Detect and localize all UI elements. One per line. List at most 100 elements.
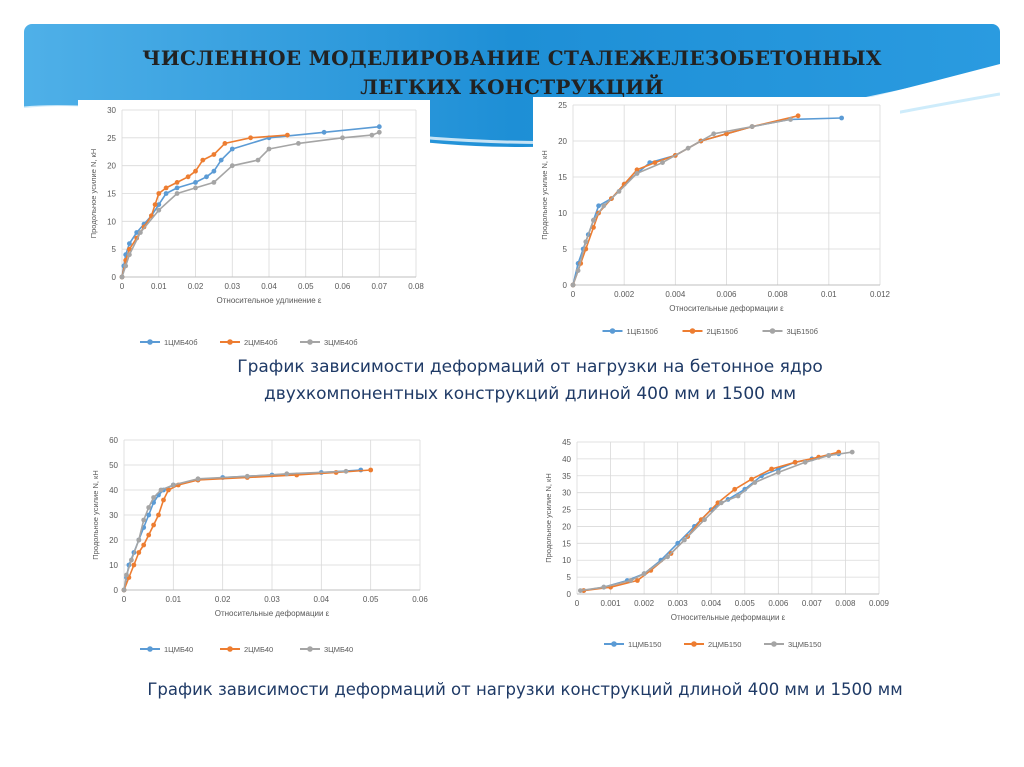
data-point <box>583 239 589 245</box>
y-tick-label: 25 <box>107 134 116 143</box>
data-point <box>749 124 755 129</box>
y-tick-label: 0 <box>563 281 568 290</box>
data-point <box>634 167 640 173</box>
x-tick-label: 0.03 <box>264 595 280 604</box>
data-point <box>151 495 156 500</box>
title-line-1: ЧИСЛЕННОЕ МОДЕЛИРОВАНИЕ СТАЛЕЖЕЛЕЗОБЕТОН… <box>142 46 882 70</box>
chart-svg: 0 5 10 15 20 25 30 0 0.01 0.02 0.03 0.04 0.05 0.06 0.0… <box>89 106 424 347</box>
data-point <box>369 132 375 138</box>
data-point <box>151 522 156 528</box>
data-point <box>146 532 152 538</box>
legend-label: 2ЦМБ40 <box>244 645 273 654</box>
x-tick-label: 0.012 <box>870 290 891 299</box>
x-tick-label: 0.08 <box>408 282 424 291</box>
chart-top-right: 0 5 10 15 20 25 0 0.002 0.004 0.006 0.008 0.01 0.012… <box>533 97 900 343</box>
legend-label: 1ЦМБ40б <box>164 338 198 347</box>
data-point <box>156 512 161 518</box>
data-point <box>826 453 832 458</box>
data-point <box>146 505 152 510</box>
data-point <box>152 202 158 207</box>
y-tick-label: 10 <box>558 209 567 218</box>
legend-marker <box>609 328 616 334</box>
data-point <box>136 537 142 543</box>
data-point <box>204 174 209 180</box>
data-point <box>141 542 147 548</box>
data-point <box>127 241 132 247</box>
y-tick-label: 40 <box>109 486 118 495</box>
data-point <box>158 487 164 493</box>
y-tick-label: 10 <box>562 556 571 565</box>
data-point <box>218 157 224 163</box>
x-axis-label: Относительное удлинение ε <box>217 296 322 305</box>
y-tick-label: 0 <box>567 590 572 599</box>
data-point <box>775 470 781 475</box>
x-tick-label: 0.03 <box>224 282 240 291</box>
data-point <box>163 191 169 196</box>
legend-label: 2ЦБ150б <box>707 327 738 336</box>
data-point <box>601 584 607 590</box>
data-point <box>156 191 162 196</box>
data-point <box>702 517 707 523</box>
data-point <box>795 113 801 119</box>
y-tick-label: 20 <box>558 137 567 146</box>
x-tick-label: 0.008 <box>768 290 789 299</box>
data-point <box>193 185 198 191</box>
data-point <box>752 480 758 485</box>
series-line-1 <box>572 117 842 286</box>
legend-label: 1ЦМБ40 <box>164 645 193 654</box>
y-tick-label: 20 <box>107 162 116 171</box>
data-point <box>660 160 665 165</box>
y-tick-label: 20 <box>109 536 118 545</box>
data-point <box>141 517 147 523</box>
slide-title: ЧИСЛЕННОЕ МОДЕЛИРОВАНИЕ СТАЛЕЖЕЛЕЗОБЕТОН… <box>0 44 1024 102</box>
x-tick-label: 0.06 <box>412 595 428 604</box>
data-point <box>368 467 374 473</box>
x-tick-label: 0.001 <box>601 599 622 608</box>
legend-marker <box>611 641 617 647</box>
y-tick-label: 25 <box>562 506 571 515</box>
x-tick-label: 0 <box>575 599 580 608</box>
series-line-1 <box>123 469 361 591</box>
data-point <box>652 160 658 165</box>
y-tick-label: 15 <box>558 173 567 182</box>
x-tick-label: 0.06 <box>335 282 351 291</box>
x-tick-label: 0.05 <box>363 595 379 604</box>
data-point <box>161 497 166 503</box>
data-point <box>229 146 235 152</box>
caption-bottom: График зависимости деформаций от нагрузк… <box>147 680 903 699</box>
data-point <box>127 246 132 252</box>
x-tick-label: 0.009 <box>869 599 890 608</box>
caption-top: График зависимости деформаций от нагрузк… <box>237 357 823 404</box>
chart-bottom-left: 0 10 20 30 40 50 60 0 0.01 0.02 0.03 0.04 0.05 0.06 От… <box>78 430 430 660</box>
data-point <box>211 168 217 174</box>
series-line-2 <box>572 115 799 286</box>
data-point <box>596 203 601 209</box>
data-point <box>138 230 143 235</box>
legend-label: 2ЦМБ150 <box>708 640 741 649</box>
data-point <box>200 157 206 163</box>
data-point <box>121 587 127 593</box>
x-tick-label: 0.004 <box>665 290 686 299</box>
data-point <box>211 180 217 185</box>
x-axis-label: Относительные деформации ε <box>669 304 784 313</box>
data-point <box>156 202 162 207</box>
data-point <box>136 550 142 555</box>
data-point <box>735 493 741 499</box>
data-point <box>343 468 349 474</box>
data-point <box>248 135 254 141</box>
y-tick-label: 0 <box>112 273 117 282</box>
chart-bottom-right: 0 5 10 15 20 25 30 35 40 45 0 0.001 0.002 0.003 0.004 0… <box>527 436 909 656</box>
series-line-1 <box>121 125 380 278</box>
series-line-3 <box>580 451 853 592</box>
y-axis-label: Продольное усилие N, кН <box>89 149 98 239</box>
y-tick-label: 10 <box>109 561 118 570</box>
legend-marker <box>307 339 313 345</box>
x-axis-label: Относительные деформации ε <box>215 609 330 618</box>
data-point <box>575 268 581 273</box>
data-point <box>163 185 169 191</box>
data-point <box>340 135 345 141</box>
data-point <box>244 473 250 479</box>
chart-svg: 0 10 20 30 40 50 60 0 0.01 0.02 0.03 0.04 0.05 0.06 От… <box>91 436 428 654</box>
data-point <box>193 168 198 174</box>
data-point <box>129 557 134 563</box>
